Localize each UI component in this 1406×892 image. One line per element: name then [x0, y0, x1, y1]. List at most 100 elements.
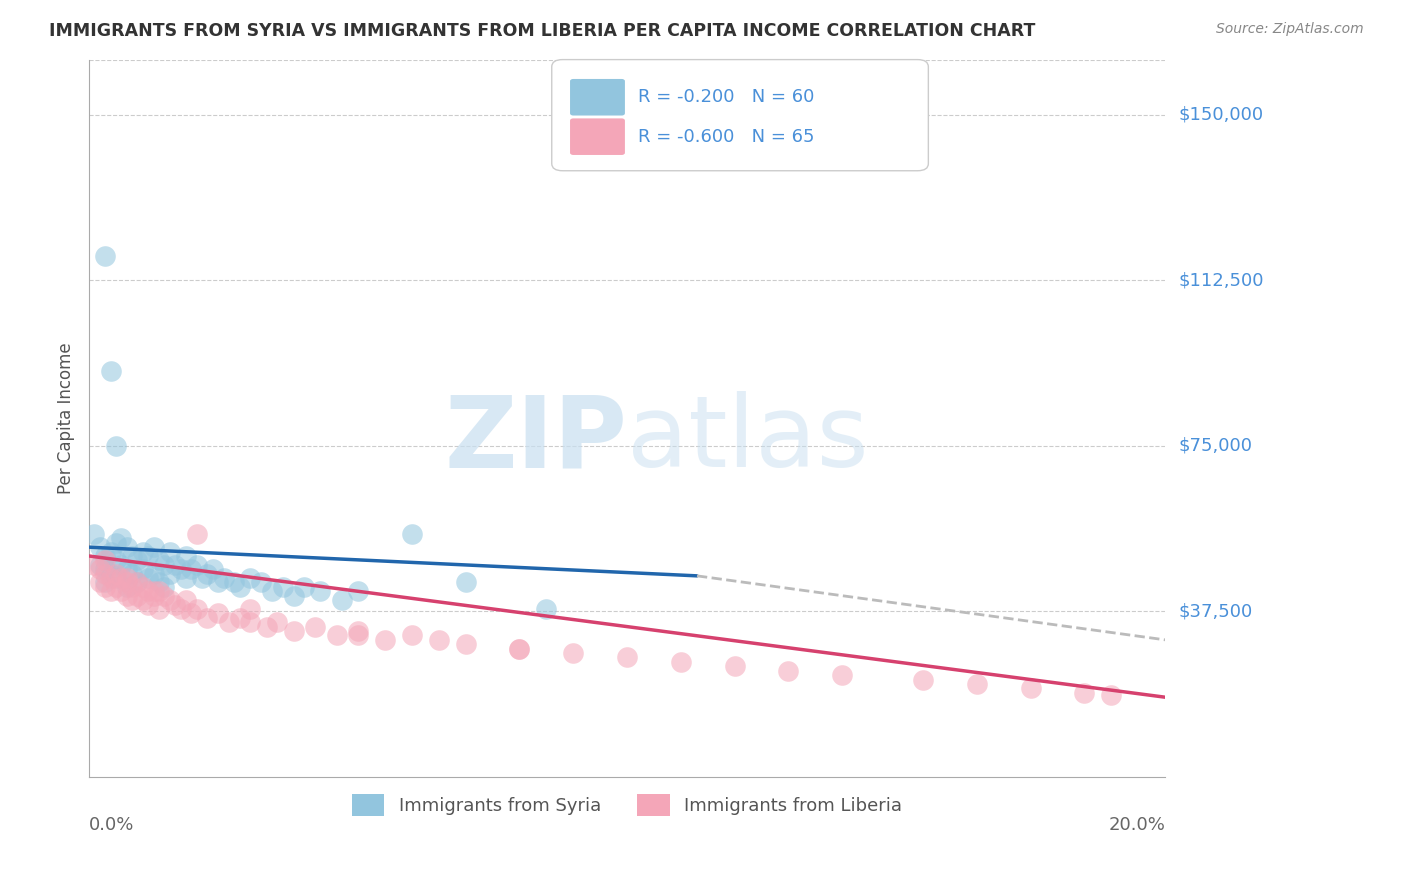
Point	[778, 664, 800, 678]
Point	[100, 566, 122, 581]
Point	[132, 562, 155, 576]
Point	[669, 655, 692, 669]
Point	[121, 593, 143, 607]
Point	[174, 571, 197, 585]
Point	[260, 584, 283, 599]
Point	[250, 575, 273, 590]
Point	[104, 580, 127, 594]
Point	[186, 558, 208, 572]
Point	[454, 637, 477, 651]
Point	[330, 593, 353, 607]
Point	[94, 575, 117, 590]
Point	[94, 566, 117, 581]
Point	[197, 611, 219, 625]
FancyBboxPatch shape	[569, 119, 624, 155]
Point	[197, 566, 219, 581]
Point	[228, 611, 250, 625]
Point	[1019, 681, 1042, 696]
Point	[121, 566, 143, 581]
Point	[115, 540, 138, 554]
Point	[180, 607, 202, 621]
Text: $37,500: $37,500	[1180, 602, 1253, 620]
Text: 20.0%: 20.0%	[1108, 816, 1166, 834]
Point	[207, 575, 229, 590]
Point	[212, 571, 235, 585]
Point	[309, 584, 332, 599]
Point	[121, 580, 143, 594]
Point	[110, 584, 132, 599]
Point	[325, 628, 347, 642]
Point	[191, 571, 214, 585]
Point	[100, 584, 122, 599]
Point	[508, 641, 530, 656]
Point	[374, 632, 396, 647]
Point	[104, 553, 127, 567]
Point	[83, 558, 105, 572]
Point	[347, 628, 370, 642]
Point	[831, 668, 853, 682]
Point	[174, 549, 197, 563]
Point	[127, 575, 149, 590]
Point	[100, 544, 122, 558]
Point	[104, 566, 127, 581]
Point	[153, 558, 176, 572]
Point	[115, 580, 138, 594]
Point	[94, 562, 117, 576]
Point	[186, 602, 208, 616]
Text: ZIP: ZIP	[444, 391, 627, 488]
Point	[169, 562, 191, 576]
Point	[347, 624, 370, 638]
Point	[159, 566, 181, 581]
Y-axis label: Per Capita Income: Per Capita Income	[58, 343, 75, 494]
Point	[292, 580, 315, 594]
Point	[165, 558, 187, 572]
Legend: Immigrants from Syria, Immigrants from Liberia: Immigrants from Syria, Immigrants from L…	[343, 785, 911, 825]
Point	[1073, 686, 1095, 700]
Point	[239, 571, 262, 585]
Point	[159, 544, 181, 558]
Point	[966, 677, 988, 691]
Point	[401, 527, 423, 541]
Point	[121, 549, 143, 563]
Point	[186, 527, 208, 541]
Point	[110, 558, 132, 572]
Point	[115, 589, 138, 603]
Point	[347, 584, 370, 599]
Point	[132, 580, 155, 594]
Point	[89, 540, 111, 554]
Point	[89, 562, 111, 576]
Point	[94, 553, 117, 567]
Point	[127, 575, 149, 590]
Point	[94, 249, 117, 263]
Point	[127, 553, 149, 567]
Point	[104, 535, 127, 549]
Point	[508, 641, 530, 656]
Point	[136, 571, 159, 585]
Text: $75,000: $75,000	[1180, 437, 1253, 455]
Point	[228, 580, 250, 594]
Point	[207, 607, 229, 621]
Point	[110, 532, 132, 546]
Point	[104, 571, 127, 585]
Point	[104, 439, 127, 453]
Point	[132, 544, 155, 558]
Point	[153, 589, 176, 603]
Point	[89, 558, 111, 572]
Text: $112,500: $112,500	[1180, 271, 1264, 289]
Point	[283, 589, 305, 603]
Point	[304, 619, 326, 633]
Point	[136, 598, 159, 612]
Point	[148, 575, 170, 590]
Point	[83, 527, 105, 541]
Point	[136, 584, 159, 599]
Point	[283, 624, 305, 638]
Point	[911, 673, 934, 687]
Point	[218, 615, 240, 630]
Point	[616, 650, 638, 665]
Point	[180, 562, 202, 576]
Point	[136, 549, 159, 563]
Point	[115, 575, 138, 590]
Text: R = -0.200   N = 60: R = -0.200 N = 60	[638, 88, 814, 106]
Point	[165, 598, 187, 612]
Point	[169, 602, 191, 616]
